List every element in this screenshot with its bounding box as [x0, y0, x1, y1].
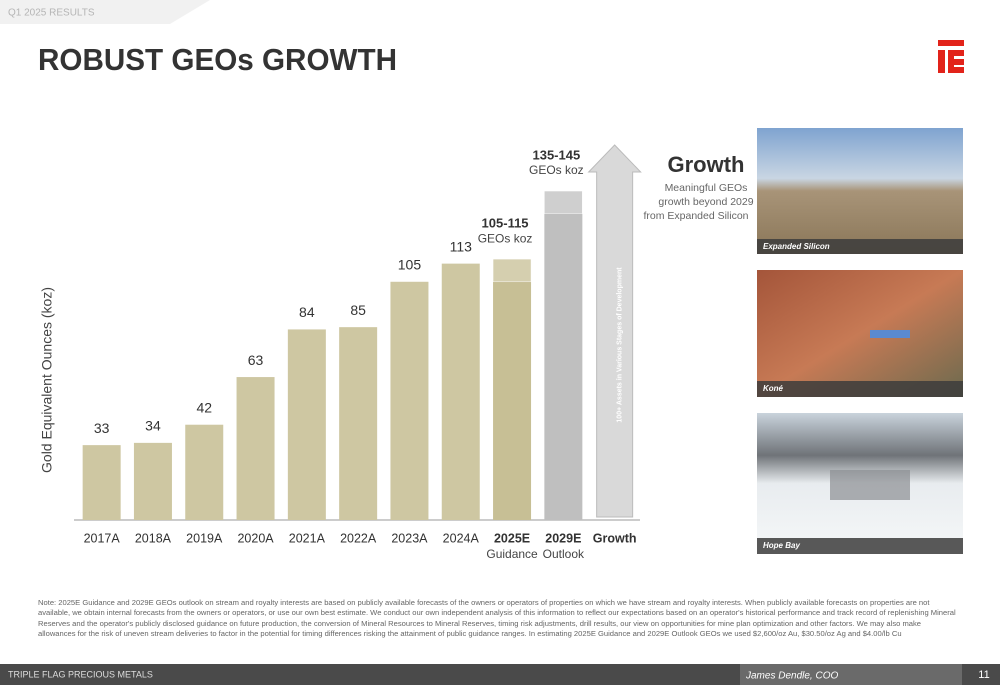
photo-caption: Koné: [763, 384, 784, 393]
photo: [757, 128, 963, 254]
page-number: 11: [978, 669, 989, 681]
header-tab: [0, 0, 210, 24]
x-sublabel: Outlook: [543, 547, 585, 561]
section-label: Q1 2025 RESULTS: [8, 8, 95, 19]
range-label: 135-145: [532, 147, 580, 162]
data-label: 42: [196, 399, 212, 415]
bar: [339, 327, 378, 520]
bar: [390, 281, 429, 520]
x-tick-label: 2017A: [84, 531, 121, 545]
x-tick-label: 2020A: [237, 531, 274, 545]
x-tick-label: Growth: [593, 531, 637, 545]
range-bar-base: [493, 281, 532, 520]
growth-text: from Expanded Silicon: [643, 210, 748, 222]
growth-arrow: [587, 144, 642, 518]
logo: [938, 40, 964, 73]
slide-title: ROBUST GEOs GROWTH: [38, 42, 397, 77]
range-bar-top: [544, 190, 583, 214]
photo-caption: Expanded Silicon: [763, 242, 830, 251]
footer-presenter-box: [740, 664, 962, 685]
range-unit: GEOs koz: [478, 231, 533, 245]
footer-presenter: James Dendle, COO: [745, 671, 838, 682]
data-label: 113: [450, 238, 473, 254]
bar: [287, 329, 326, 520]
data-label: 85: [350, 302, 366, 318]
x-tick-label: 2022A: [340, 531, 377, 545]
growth-text: Meaningful GEOs: [665, 182, 748, 194]
range-unit: GEOs koz: [529, 163, 584, 177]
bar: [236, 377, 275, 520]
bar: [185, 424, 224, 520]
x-tick-label: 2024A: [443, 531, 480, 545]
photo-caption: Hope Bay: [763, 541, 800, 550]
data-label: 63: [248, 352, 264, 368]
growth-text: growth beyond 2029: [658, 196, 753, 208]
bar: [82, 445, 121, 520]
x-sublabel: Guidance: [486, 547, 538, 561]
x-tick-label: 2025E: [494, 531, 530, 545]
footnote: Note: 2025E Guidance and 2029E GEOs outl…: [38, 598, 956, 638]
x-tick-label: 2018A: [135, 531, 172, 545]
bar: [441, 263, 480, 520]
photo: [757, 413, 963, 554]
data-label: 33: [94, 420, 110, 436]
footer-company: TRIPLE FLAG PRECIOUS METALS: [8, 669, 153, 679]
growth-title: Growth: [668, 152, 745, 177]
x-tick-label: 2029E: [545, 531, 581, 545]
data-label: 34: [145, 418, 161, 434]
x-tick-label: 2021A: [289, 531, 326, 545]
range-bar-top: [492, 258, 532, 283]
bar: [133, 442, 172, 520]
range-bar-base: [544, 213, 583, 520]
photo: [757, 270, 963, 397]
x-tick-label: 2019A: [186, 531, 223, 545]
y-axis-label: Gold Equivalent Ounces (koz): [39, 287, 55, 473]
data-label: 105: [398, 256, 422, 272]
x-tick-label: 2023A: [391, 531, 428, 545]
data-label: 84: [299, 304, 315, 320]
range-label: 105-115: [482, 216, 529, 231]
arrow-label: 100+ Assets in Various Stages of Develop…: [616, 267, 623, 423]
